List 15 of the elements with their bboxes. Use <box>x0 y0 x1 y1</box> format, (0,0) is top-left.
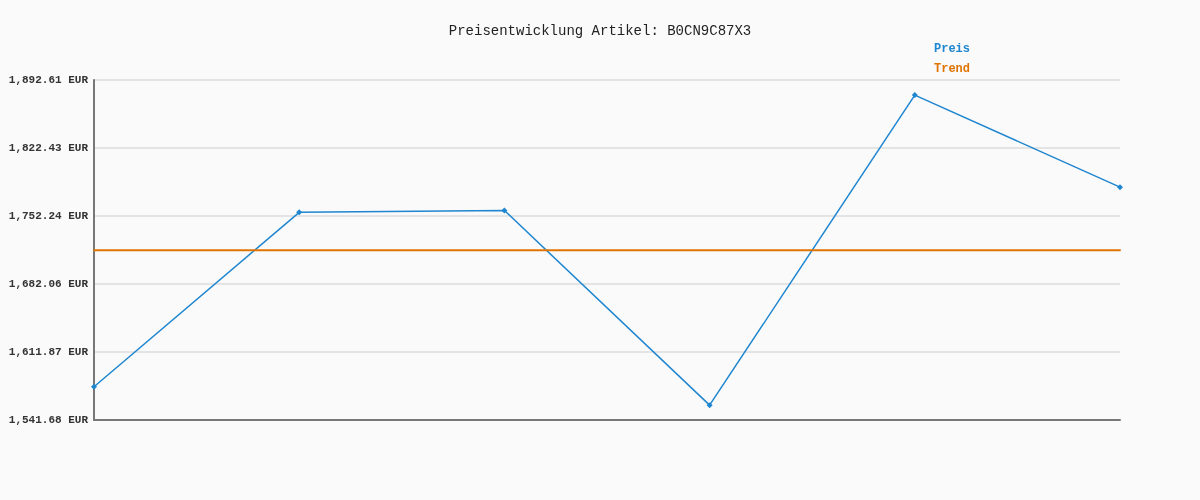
point <box>296 209 303 216</box>
chart-title: Preisentwicklung Artikel: B0CN9C87X3 <box>448 23 752 39</box>
text: Trend <box>933 62 971 76</box>
point <box>706 402 713 409</box>
text: Preis <box>933 42 971 56</box>
point <box>91 383 97 390</box>
y-tick-label: 1,892.61 EUR <box>8 74 89 86</box>
point <box>1117 184 1123 191</box>
y-tick-label: 1,541.68 EUR <box>8 414 89 426</box>
y-tick-label: 1,611.87 EUR <box>8 346 89 358</box>
y-tick-label: 1,822.43 EUR <box>8 141 89 154</box>
point <box>501 207 508 214</box>
y-tick-label: 1,752.24 EUR <box>8 210 89 222</box>
point <box>911 92 918 99</box>
y-tick-label: 1,682.06 EUR <box>8 277 89 290</box>
